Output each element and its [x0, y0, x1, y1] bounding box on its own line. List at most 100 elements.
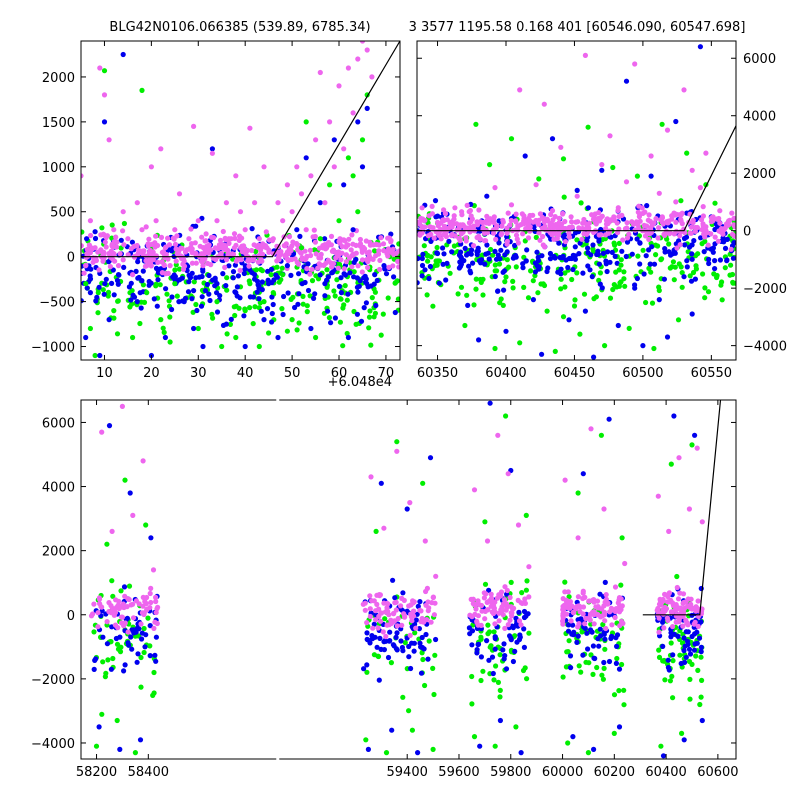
- data-point-magenta: [115, 263, 122, 269]
- data-point: [630, 221, 636, 227]
- data-point: [309, 266, 315, 272]
- data-point-green: [492, 345, 498, 352]
- data-point: [469, 673, 475, 680]
- data-point: [394, 623, 400, 629]
- data-point: [138, 305, 144, 311]
- data-point-magenta: [588, 426, 594, 432]
- data-point-blue: [303, 155, 309, 161]
- data-point: [571, 303, 578, 309]
- data-point-blue: [266, 281, 272, 287]
- data-point: [425, 258, 431, 264]
- data-point-blue: [127, 490, 133, 496]
- data-point: [560, 621, 566, 627]
- data-point: [498, 296, 504, 302]
- data-point: [647, 261, 653, 267]
- data-point: [406, 603, 412, 609]
- data-point: [377, 635, 383, 642]
- data-point: [229, 251, 235, 257]
- data-point: [426, 275, 432, 282]
- data-point-blue: [640, 343, 646, 349]
- data-point: [147, 643, 153, 649]
- data-point-magenta: [655, 493, 661, 499]
- data-point: [430, 594, 436, 601]
- data-point: [269, 294, 275, 300]
- data-point: [362, 607, 368, 613]
- data-point-magenta: [106, 137, 112, 143]
- model-line: [417, 125, 736, 232]
- data-point: [493, 236, 499, 242]
- data-point-green: [359, 137, 366, 143]
- data-point-magenta: [451, 216, 457, 222]
- data-point: [382, 266, 388, 272]
- data-point: [344, 297, 350, 303]
- data-point: [515, 240, 522, 246]
- data-point: [490, 670, 496, 677]
- data-point: [413, 625, 419, 631]
- data-point: [113, 234, 119, 240]
- data-point: [619, 212, 625, 218]
- data-point: [510, 278, 516, 284]
- data-point: [520, 265, 526, 271]
- data-point: [475, 641, 482, 647]
- data-point: [128, 634, 134, 640]
- data-point: [406, 708, 412, 714]
- data-point: [640, 247, 646, 253]
- data-point: [508, 217, 514, 224]
- data-point: [357, 241, 364, 247]
- data-point-green: [87, 325, 93, 332]
- data-point: [587, 267, 593, 273]
- data-point-magenta: [369, 74, 375, 80]
- data-point-green: [355, 209, 361, 215]
- data-point: [724, 258, 730, 264]
- data-point-magenta: [566, 230, 572, 237]
- data-point: [708, 231, 714, 237]
- data-point: [492, 273, 498, 280]
- data-point: [419, 273, 425, 279]
- data-point-blue: [345, 334, 351, 341]
- data-point: [497, 687, 503, 694]
- data-point: [145, 615, 151, 621]
- data-point-blue: [378, 480, 384, 486]
- data-point: [408, 665, 414, 672]
- data-point: [387, 629, 393, 635]
- data-point: [344, 242, 350, 248]
- data-point: [521, 626, 527, 632]
- data-point: [560, 603, 566, 610]
- data-point: [173, 258, 179, 264]
- data-point: [332, 315, 338, 321]
- data-point: [153, 658, 159, 664]
- data-point: [92, 229, 98, 235]
- data-point: [624, 239, 631, 245]
- data-point-magenta: [697, 185, 704, 191]
- data-point-magenta: [541, 101, 547, 107]
- data-point: [644, 203, 650, 209]
- data-point: [316, 261, 322, 267]
- data-point: [433, 214, 439, 220]
- data-point: [614, 655, 620, 662]
- data-point: [133, 598, 139, 604]
- data-point: [422, 224, 428, 230]
- data-point: [513, 232, 520, 238]
- data-point: [678, 216, 684, 222]
- data-point-magenta: [109, 528, 115, 535]
- data-point: [568, 618, 574, 624]
- data-point: [648, 269, 654, 275]
- data-point-green: [643, 299, 649, 306]
- data-point: [614, 632, 621, 638]
- data-point: [621, 269, 627, 275]
- data-point: [522, 600, 529, 607]
- data-point: [469, 701, 475, 707]
- data-point: [146, 236, 152, 242]
- data-point: [284, 249, 291, 255]
- data-point: [325, 308, 331, 314]
- data-point: [580, 611, 586, 617]
- data-point: [288, 272, 294, 278]
- data-point: [111, 292, 117, 298]
- data-point: [311, 227, 317, 233]
- data-point: [504, 229, 510, 235]
- data-point: [530, 278, 536, 284]
- data-point: [296, 271, 302, 277]
- data-point: [565, 264, 571, 271]
- data-point: [420, 656, 426, 663]
- x-tick-label: 20: [143, 366, 160, 381]
